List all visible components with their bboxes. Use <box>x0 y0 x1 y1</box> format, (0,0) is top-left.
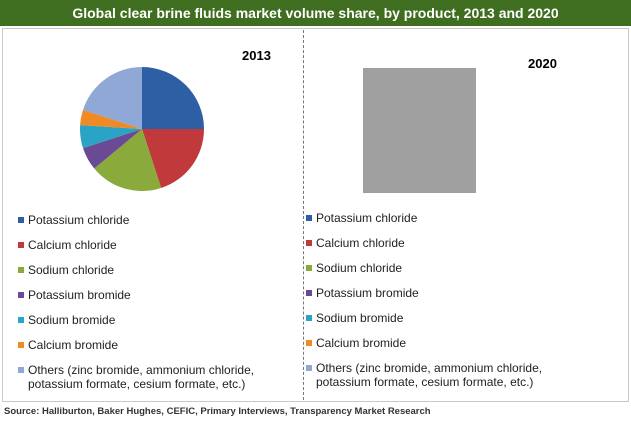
legend-label: Calcium chloride <box>316 236 405 250</box>
legend-label: Sodium bromide <box>28 313 116 327</box>
divider <box>303 30 304 400</box>
legend-swatch <box>18 292 24 298</box>
legend-item: Others (zinc bromide, ammonium chloride,… <box>18 363 308 391</box>
pie-title: 2013 <box>242 48 271 63</box>
legend-label: Calcium bromide <box>28 338 119 352</box>
legend-item: Others (zinc bromide, ammonium chloride,… <box>306 361 596 389</box>
legend-item: Sodium bromide <box>306 311 596 336</box>
pie-title: 2020 <box>528 56 557 71</box>
obscuring-box <box>363 68 476 193</box>
legend-item: Sodium bromide <box>18 313 308 338</box>
legend-item: Calcium bromide <box>18 338 308 363</box>
pie-slice <box>80 109 142 129</box>
legend-label: Sodium chloride <box>28 263 115 277</box>
legend-item: Potassium bromide <box>306 286 596 311</box>
legend-label: Calcium chloride <box>28 238 117 252</box>
legend-label: Others (zinc bromide, ammonium chloride,… <box>316 361 543 389</box>
legend-swatch <box>306 240 312 246</box>
frame <box>2 28 629 402</box>
legend-swatch <box>18 217 24 223</box>
legend-label: Potassium bromide <box>316 286 419 300</box>
legend-swatch <box>306 340 312 346</box>
legend-item: Sodium chloride <box>306 261 596 286</box>
legend-swatch <box>18 342 24 348</box>
legend-swatch <box>18 267 24 273</box>
legend-label: Sodium chloride <box>316 261 403 275</box>
chart-title: Global clear brine fluids market volume … <box>0 0 631 26</box>
legend-swatch <box>18 317 24 323</box>
legend-item: Potassium bromide <box>18 288 308 313</box>
legend: Potassium chloride Calcium chloride Sodium… <box>18 213 308 391</box>
pie-slice <box>83 67 142 129</box>
legend-label: Potassium chloride <box>316 211 418 225</box>
legend-item: Potassium chloride <box>18 213 308 238</box>
pie-slice <box>80 125 142 149</box>
legend-swatch <box>18 242 24 248</box>
legend-label: Others (zinc bromide, ammonium chloride,… <box>28 363 255 391</box>
pie-slice <box>94 129 162 191</box>
pie-slice <box>142 129 204 188</box>
legend-swatch <box>306 315 312 321</box>
legend-item: Sodium chloride <box>18 263 308 288</box>
legend-label: Potassium chloride <box>28 213 130 227</box>
legend-swatch <box>306 290 312 296</box>
legend-swatch <box>306 265 312 271</box>
legend-item: Calcium chloride <box>306 236 596 261</box>
legend-swatch <box>18 367 24 373</box>
legend-label: Potassium bromide <box>28 288 131 302</box>
legend-item: Potassium chloride <box>306 211 596 236</box>
legend: Potassium chloride Calcium chloride Sodium… <box>306 211 596 389</box>
pie-slice <box>142 67 204 129</box>
pie-slice <box>83 129 142 169</box>
legend-label: Sodium bromide <box>316 311 404 325</box>
legend-item: Calcium chloride <box>18 238 308 263</box>
legend-swatch <box>306 365 312 371</box>
legend-label: Calcium bromide <box>316 336 407 350</box>
legend-swatch <box>306 215 312 221</box>
legend-item: Calcium bromide <box>306 336 596 361</box>
source-note: Source: Halliburton, Baker Hughes, CEFIC… <box>4 406 431 417</box>
